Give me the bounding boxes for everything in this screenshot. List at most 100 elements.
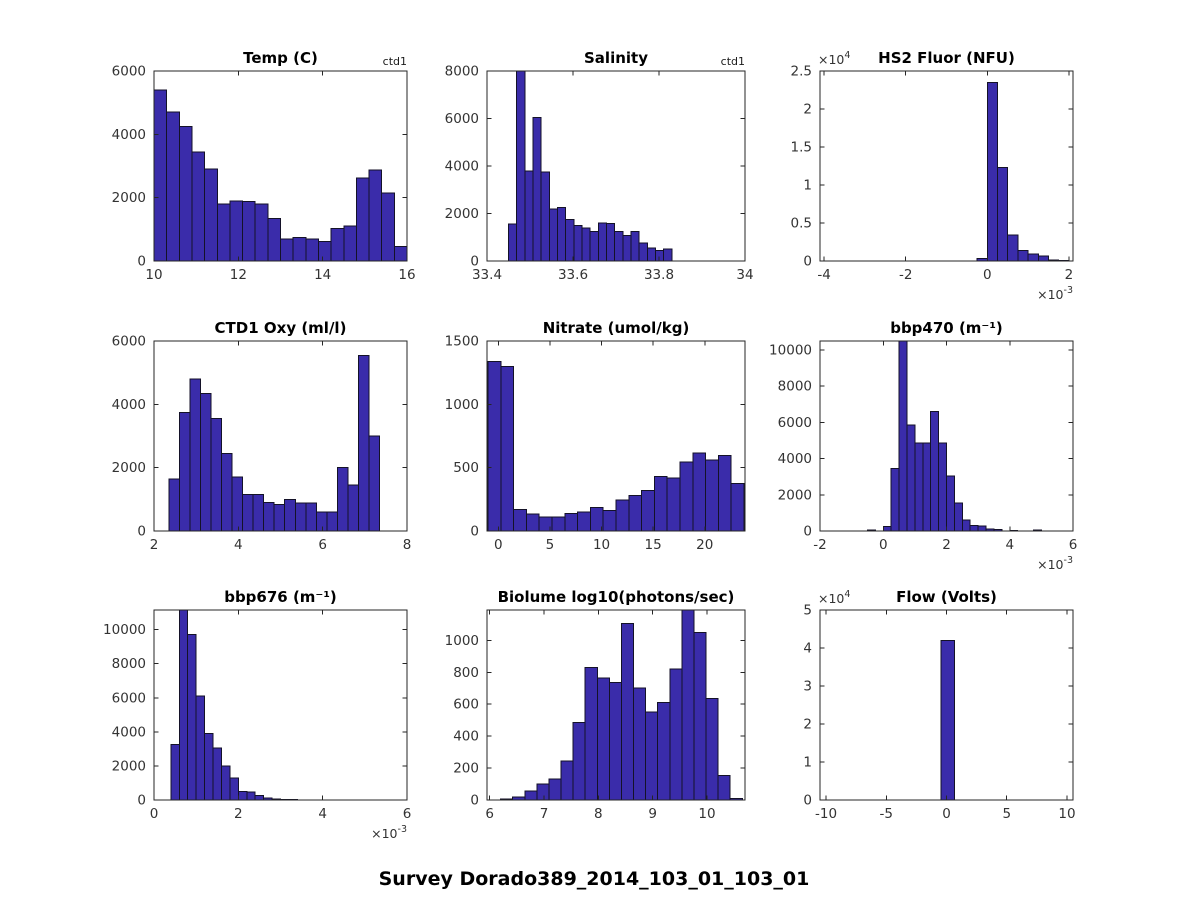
histogram-bar (242, 494, 254, 532)
subplot-nitrate: 0 5 10 15 20 0 500 1000 1500 Nitrate (umol/kg) (445, 319, 746, 553)
y-tick-label: 4 (803, 641, 812, 657)
histogram-bar (1017, 249, 1029, 262)
y-tick-label: 2 (803, 102, 812, 118)
subplot-bbp676: 0 2 4 6 0 2000 4000 6000 8000 10000 bbp676 (m⁻¹) ×1… (103, 588, 411, 841)
histogram-bar (237, 790, 248, 801)
x-tick-label: 10 (145, 267, 162, 283)
y-tick-label: 8000 (778, 379, 812, 395)
histogram-bar (969, 525, 979, 532)
y-tick-label: 6000 (112, 64, 146, 80)
histogram-bar (212, 747, 222, 801)
histogram-bar (343, 225, 357, 262)
histogram-bar (532, 116, 542, 262)
histogram-bar (614, 230, 624, 262)
x-tick-label: 5 (1002, 806, 1011, 822)
y-tick-label: 1.5 (791, 140, 812, 156)
histogram-bar (938, 442, 948, 532)
histogram-bar (231, 476, 244, 532)
histogram-bar (317, 240, 332, 262)
x-tick-label: -4 (817, 267, 830, 283)
histogram-bar (630, 230, 640, 262)
histogram-bar (961, 519, 971, 532)
histogram-bar (191, 151, 206, 262)
x-tick-label: -2 (899, 267, 912, 283)
histogram-bar (220, 765, 231, 801)
subplot-title: Temp (C) (243, 49, 318, 67)
histogram-bar (330, 228, 345, 262)
x-tick-label: -2 (813, 537, 826, 553)
histogram-bar (638, 242, 648, 262)
histogram-bar (565, 218, 575, 262)
y-tick-label: 2.5 (791, 64, 812, 80)
subplot-title: bbp470 (m⁻¹) (890, 319, 1003, 337)
histogram-bar (204, 168, 218, 262)
y-tick-label: 1 (803, 178, 812, 194)
x-tick-label: 2 (234, 806, 243, 822)
histogram-bar (347, 484, 360, 532)
y-tick-label: 0 (803, 524, 812, 540)
histogram-bar (326, 511, 338, 532)
y-tick-label: 5 (803, 603, 812, 619)
histogram-bar (284, 498, 296, 532)
histogram-bar (252, 494, 265, 532)
y-tick-label: 500 (453, 460, 479, 476)
y-tick-label: 8000 (112, 656, 146, 672)
histogram-bar (890, 468, 900, 532)
histogram-bar (560, 760, 574, 801)
histogram-bar (305, 502, 317, 532)
y-tick-label: 2 (803, 717, 812, 733)
y-tick-label: 0 (803, 793, 812, 809)
histogram-bar (500, 365, 515, 532)
x-tick-label: 0 (983, 267, 992, 283)
histogram-bar (882, 525, 892, 532)
histogram-bar (1007, 234, 1019, 262)
subplot-title: Nitrate (umol/kg) (543, 319, 690, 337)
x-tick-label: 4 (318, 806, 327, 822)
y-tick-label: 1000 (445, 633, 479, 649)
axis-offset-label: ×10-3 (1037, 555, 1073, 572)
histogram-bar (946, 475, 955, 532)
histogram-bar (646, 247, 657, 262)
histogram-bar (368, 435, 381, 532)
x-tick-label: 10 (1058, 806, 1075, 822)
x-tick-label: 7 (540, 806, 549, 822)
x-tick-label: 2 (150, 537, 159, 553)
histogram-bar (280, 238, 294, 262)
histogram-bar (914, 442, 924, 532)
histogram-bar (620, 623, 635, 801)
y-tick-label: 10000 (769, 343, 812, 359)
histogram-bar (170, 744, 180, 801)
subplot-title: CTD1 Oxy (ml/l) (215, 319, 347, 337)
y-tick-label: 1000 (445, 397, 479, 413)
y-tick-label: 2000 (778, 487, 812, 503)
histogram-bar (263, 502, 275, 532)
histogram-bar (557, 207, 567, 262)
histogram-bar (898, 340, 908, 532)
y-tick-label: 0 (803, 254, 812, 270)
axes-box (153, 70, 408, 262)
axes-box (153, 340, 408, 532)
histogram-bar (581, 227, 591, 262)
y-tick-label: 400 (453, 729, 479, 745)
x-tick-label: 33.4 (472, 267, 502, 283)
histogram-bar (596, 677, 610, 801)
histogram-bar (669, 668, 683, 801)
histogram-bar (516, 70, 526, 262)
histogram-bar (525, 513, 540, 532)
y-tick-label: 6000 (778, 415, 812, 431)
y-tick-label: 0 (470, 524, 479, 540)
histogram-bar (368, 169, 383, 262)
corner-label: ctd1 (383, 55, 407, 68)
histogram-bar (986, 81, 999, 262)
subplot-title: HS2 Fluor (NFU) (878, 49, 1015, 67)
x-tick-label: 33.8 (644, 267, 674, 283)
histogram-bar (513, 508, 527, 532)
histogram-bar (606, 222, 616, 262)
histogram-bar (242, 200, 256, 262)
histogram-bar (730, 483, 745, 532)
x-tick-label: 0 (879, 537, 888, 553)
histogram-bar (906, 424, 916, 532)
y-tick-label: 2000 (112, 190, 146, 206)
